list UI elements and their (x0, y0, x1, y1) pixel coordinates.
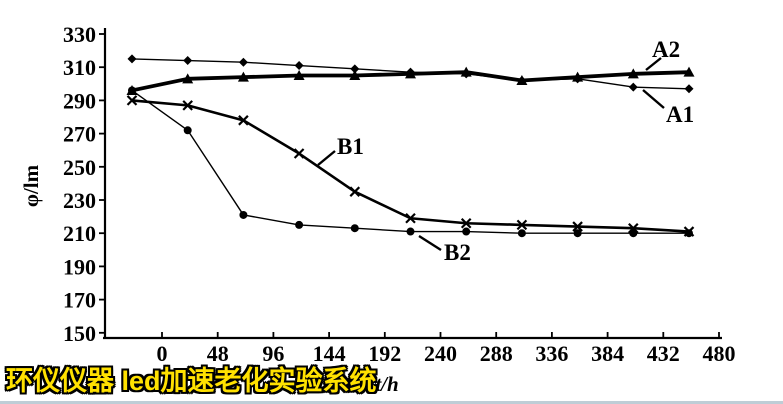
y-tick-label: 230 (63, 188, 96, 213)
series-b1-marker (349, 186, 361, 197)
series-b1-marker (572, 221, 583, 232)
series-b2-marker (183, 126, 192, 135)
watermark-text: 环仪仪器 led加速老化实验系统 (6, 366, 377, 396)
series-a2-marker (182, 73, 194, 84)
y-tick-label: 290 (63, 88, 96, 113)
series-b1-marker (126, 95, 138, 106)
series-b1-marker (460, 217, 472, 229)
y-tick-label: 150 (63, 321, 96, 346)
y-tick-label: 190 (63, 254, 96, 279)
x-tick-label: 432 (647, 341, 680, 366)
series-a2-marker (627, 68, 639, 79)
series-a1-marker (127, 54, 137, 64)
y-tick-label: 310 (63, 55, 96, 80)
series-a2-marker (460, 66, 472, 77)
series-label-a2: A2 (652, 37, 680, 62)
series-b1-line (131, 99, 690, 233)
leader-line-b1 (317, 150, 336, 166)
x-tick-label: 96 (262, 341, 284, 366)
series-a2-marker (572, 71, 584, 82)
x-tick-label: 336 (535, 341, 568, 366)
series-a2-marker (293, 70, 305, 80)
series-b2-marker (350, 224, 359, 233)
x-tick-label: 240 (424, 341, 457, 366)
series-b2-marker (573, 229, 582, 238)
y-tick-label: 210 (63, 221, 96, 246)
series-b2-marker (406, 227, 415, 236)
series-a1-marker (628, 82, 638, 92)
leader-line-b2 (418, 234, 442, 252)
y-tick-label: 330 (63, 22, 96, 47)
leader-line-a2 (645, 57, 662, 71)
series-a2-marker (237, 71, 249, 82)
series-b2-marker (295, 220, 304, 229)
leader-line-a1 (642, 89, 665, 109)
series-b2-marker (629, 229, 638, 238)
series-b2-marker (685, 229, 693, 238)
y-tick-label: 250 (63, 155, 96, 180)
x-tick-label: 0 (157, 341, 168, 366)
series-a2-marker (516, 74, 528, 85)
series-b2-marker (517, 229, 526, 238)
series-b1-marker (516, 219, 528, 231)
series-a1-marker (350, 64, 360, 74)
series-b1-marker (238, 115, 249, 126)
series-a1-marker (684, 84, 694, 94)
series-b2-marker (239, 210, 248, 219)
y-tick-label: 170 (63, 288, 96, 313)
x-tick-label: 480 (703, 341, 736, 366)
series-a2-marker (683, 66, 695, 77)
series-a2-marker (405, 68, 416, 79)
series-b1-marker (182, 100, 193, 111)
series-label-a1: A1 (666, 102, 694, 127)
series-a1-marker (238, 57, 248, 67)
x-axis-title: t/h (375, 372, 398, 396)
series-a2-marker (349, 70, 361, 80)
x-tick-label: 192 (368, 341, 401, 366)
x-tick-label: 384 (591, 341, 624, 366)
y-axis-title: φ/lm (19, 164, 43, 207)
x-tick-label: 144 (313, 341, 346, 366)
series-a1-marker (294, 61, 304, 71)
bottom-edge-line (0, 401, 783, 404)
series-b2-marker (128, 86, 136, 95)
series-label-b2: B2 (444, 240, 471, 265)
x-tick-label: 288 (480, 341, 513, 366)
series-b1-marker (293, 148, 305, 159)
series-b2-marker (462, 227, 471, 236)
series-label-b1: B1 (337, 134, 364, 159)
y-tick-label: 270 (63, 122, 96, 147)
series-a1-marker (183, 56, 193, 66)
x-tick-label: 48 (207, 341, 229, 366)
series-b1-marker (405, 212, 416, 224)
